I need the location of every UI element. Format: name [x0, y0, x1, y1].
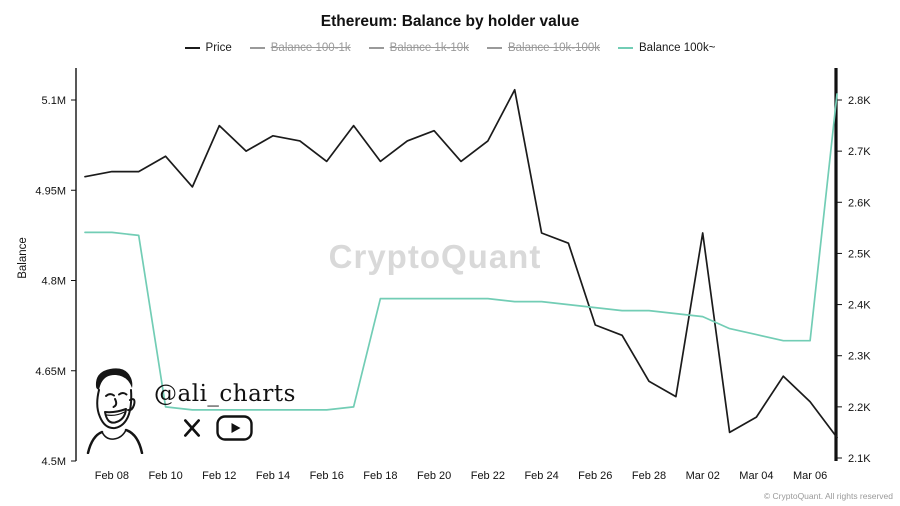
- legend-item-balance-10k-100k[interactable]: Balance 10k-100k: [486, 42, 601, 54]
- legend-item-balance-100-1k[interactable]: Balance 100-1k: [249, 42, 351, 54]
- legend-item-price[interactable]: Price: [184, 42, 232, 54]
- series-line-price[interactable]: [84, 88, 838, 439]
- x-tick-label: Feb 24: [524, 470, 558, 482]
- youtube-icon: [216, 415, 253, 441]
- x-tick-label: Feb 10: [148, 470, 182, 482]
- x-tick-label: Feb 12: [202, 470, 236, 482]
- x-tick-label: Feb 20: [417, 470, 451, 482]
- legend-label: Balance 1k-10k: [389, 42, 469, 54]
- right-tick-label: 2.5K: [848, 248, 871, 260]
- left-tick-label: 4.5M: [42, 456, 66, 468]
- left-tick-label: 4.95M: [35, 185, 66, 197]
- x-tick-label: Mar 04: [739, 470, 773, 482]
- x-tick-label: Feb 28: [632, 470, 666, 482]
- x-tick-label: Feb 22: [471, 470, 505, 482]
- left-tick-label: 5.1M: [42, 95, 66, 107]
- author-social-icons: [182, 415, 296, 441]
- right-tick-label: 2.3K: [848, 351, 871, 363]
- author-signature: @ali_charts: [82, 364, 296, 454]
- right-tick-label: 2.7K: [848, 146, 871, 158]
- x-twitter-icon: [184, 419, 200, 437]
- copyright-notice: © CryptoQuant. All rights reserved: [763, 491, 893, 501]
- left-tick-label: 4.8M: [42, 276, 66, 288]
- legend: Price Balance 100-1k Balance 1k-10k Balance…: [0, 42, 900, 54]
- right-tick-label: 2.1K: [848, 453, 871, 465]
- chart-title: Ethereum: Balance by holder value: [320, 13, 580, 30]
- legend-swatch: [486, 47, 502, 49]
- x-tick-label: Feb 16: [310, 470, 344, 482]
- legend-label: Price: [205, 42, 232, 54]
- series-line-balance-100k~[interactable]: [84, 93, 838, 411]
- right-tick-label: 2.6K: [848, 197, 871, 209]
- x-tick-label: Mar 06: [793, 470, 827, 482]
- x-tick-label: Feb 18: [363, 470, 397, 482]
- x-tick-label: Mar 02: [686, 470, 720, 482]
- author-handle: @ali_charts: [154, 381, 296, 407]
- x-tick-label: Feb 08: [95, 470, 129, 482]
- right-tick-label: 2.8K: [848, 95, 871, 107]
- author-face-illustration: [86, 368, 144, 454]
- legend-item-balance-1k-10k[interactable]: Balance 1k-10k: [368, 42, 469, 54]
- right-tick-label: 2.2K: [848, 402, 871, 414]
- x-tick-label: Feb 14: [256, 470, 290, 482]
- legend-label: Balance 100k~: [639, 42, 716, 54]
- legend-swatch: [184, 47, 200, 49]
- right-tick-label: 2.4K: [848, 300, 871, 312]
- legend-swatch: [618, 47, 634, 49]
- legend-label: Balance 10k-100k: [507, 42, 601, 54]
- legend-label: Balance 100-1k: [270, 42, 351, 54]
- legend-swatch: [368, 47, 384, 49]
- left-tick-label: 4.65M: [35, 366, 66, 378]
- legend-item-balance-100k~[interactable]: Balance 100k~: [618, 42, 715, 54]
- x-tick-label: Feb 26: [578, 470, 612, 482]
- author-signature-text: @ali_charts: [154, 364, 296, 441]
- legend-swatch: [249, 47, 265, 49]
